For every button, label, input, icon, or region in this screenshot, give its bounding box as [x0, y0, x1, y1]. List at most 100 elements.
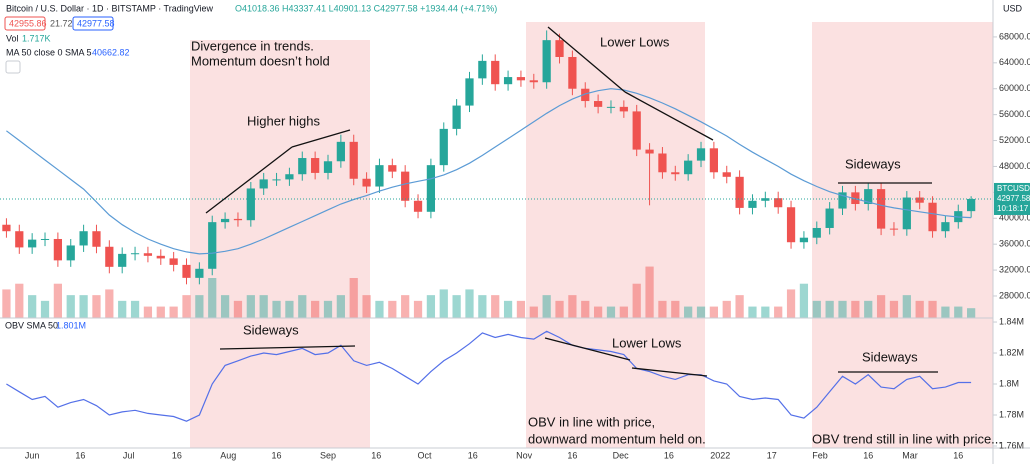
volume-bar [799, 283, 809, 318]
x-tick-label: 16 [75, 450, 85, 460]
trend-line [219, 345, 356, 350]
x-tick-label: 16 [468, 450, 478, 460]
x-tick-label: Sep [320, 450, 336, 460]
highlight-region [190, 40, 370, 448]
volume-bar [516, 300, 526, 318]
y-tick-label: 36000.00 [999, 239, 1030, 249]
candle-body [143, 253, 153, 256]
candle-body [92, 231, 101, 247]
volume-bar [658, 300, 667, 318]
x-tick-label: 16 [567, 450, 577, 460]
volume-bar [465, 289, 474, 318]
x-tick-label: 16 [953, 450, 963, 460]
candle-body [413, 200, 423, 212]
y-tick-label: 1.8M [999, 378, 1019, 388]
volume-bar [105, 289, 114, 318]
candle-body [28, 239, 37, 248]
candle-body [195, 268, 204, 278]
obv-label: OBV SMA 50 [5, 320, 58, 330]
volume-bar [79, 295, 88, 318]
candle-body [220, 218, 230, 223]
candle-body [902, 197, 911, 230]
volume-bar [66, 295, 75, 318]
y-tick-label: 52000.00 [999, 135, 1030, 145]
candle-body [298, 158, 307, 175]
ask-box[interactable] [72, 16, 114, 31]
volume-bar [825, 300, 834, 318]
volume-bar [581, 300, 590, 318]
candle-body [568, 56, 577, 89]
last-symbol: BTCUSD [997, 184, 1030, 193]
volume-bar [735, 295, 744, 318]
candle-body [362, 178, 371, 187]
volume-bar [568, 295, 577, 318]
x-tick-label: Feb [812, 450, 828, 460]
x-tick-label: Oct [417, 450, 432, 460]
annotation: Sideways [845, 156, 901, 171]
background-layer [190, 22, 993, 448]
candle-body [581, 88, 590, 102]
x-tick-label: 2022 [710, 450, 730, 460]
candle-body [66, 245, 75, 261]
y-tick-label: 56000.00 [999, 109, 1030, 119]
volume-bar [645, 266, 654, 318]
candle-body [130, 253, 140, 255]
symbol-title: Bitcoin / U.S. Dollar · 1D · BITSTAMP · … [6, 3, 214, 13]
volume-bar [426, 295, 436, 318]
candle-body [478, 60, 487, 79]
candle-body [838, 192, 847, 209]
candle-body [323, 161, 333, 173]
volume-bar [311, 300, 320, 318]
volume-bar [812, 300, 821, 318]
y-tick-label: 32000.00 [999, 264, 1030, 274]
annotation: downward momentum held on. [528, 431, 706, 446]
collapse-button[interactable] [5, 60, 21, 74]
x-tick-label: 17 [767, 450, 777, 460]
candle-body [503, 77, 513, 85]
volume-bar [452, 295, 461, 318]
annotation: Lower Lows [600, 34, 670, 49]
volume-bar [774, 306, 783, 318]
volume-bar [619, 306, 628, 318]
volume-bar [413, 300, 423, 318]
volume-bar [336, 295, 345, 318]
y-tick-label: 40000.00 [999, 213, 1030, 223]
volume-bar [632, 283, 641, 318]
trend-line [291, 129, 351, 148]
volume-label: Vol [6, 33, 19, 43]
bid-box[interactable] [4, 16, 46, 31]
candle-body [774, 198, 783, 208]
volume-bar [28, 295, 37, 318]
volume-bar [954, 306, 963, 318]
annotation: OBV trend still in line with price... [812, 431, 1002, 446]
candle-body [542, 40, 551, 83]
marks-layer [0, 30, 993, 422]
volume-bar [478, 295, 487, 318]
y-tick-label: 1.84M [999, 316, 1024, 326]
volume-bar [169, 306, 178, 318]
ohlc-readout: O41018.36 H43337.41 L40901.13 C42977.58 … [235, 3, 497, 13]
currency[interactable]: USD [1003, 3, 1023, 13]
candle-body [15, 231, 24, 248]
y-tick-label: 48000.00 [999, 161, 1030, 171]
candle-body [182, 264, 191, 278]
annotation: Sideways [862, 349, 918, 364]
volume-bar [889, 300, 899, 318]
volume-bar [130, 300, 140, 318]
volume-bar [401, 295, 410, 318]
y-tick-label: 60000.00 [999, 83, 1030, 93]
candle-body [709, 148, 718, 173]
y-tick-label: 1.82M [999, 347, 1024, 357]
volume-bar [722, 300, 731, 318]
volume-bar [928, 300, 937, 318]
volume-bar [246, 295, 255, 318]
last-price: 42977.58 [997, 194, 1030, 203]
candle-body [491, 60, 500, 85]
candle-body [105, 246, 114, 267]
candle-body [2, 224, 11, 232]
annotation: OBV in line with price, [528, 414, 655, 429]
obv-line [6, 330, 972, 422]
legend: Bitcoin / U.S. Dollar · 1D · BITSTAMP · … [4, 3, 1023, 330]
